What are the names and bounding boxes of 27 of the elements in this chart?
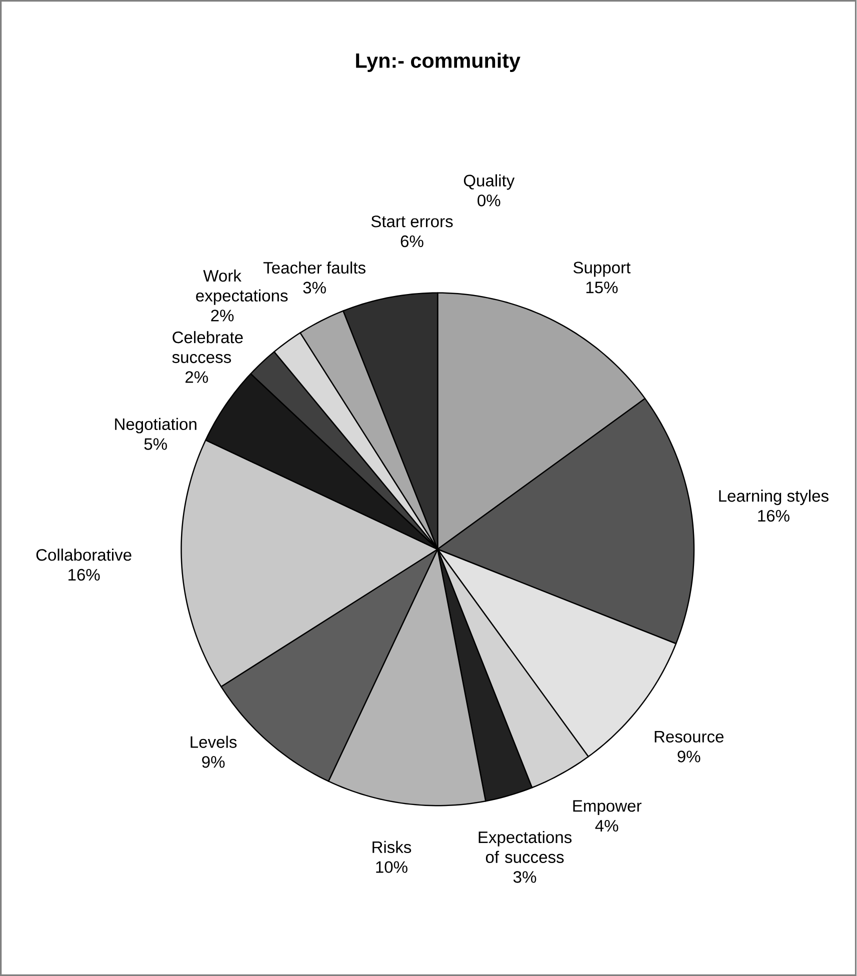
data-label: 5%	[144, 438, 168, 450]
slice-label: Expectations of success	[478, 830, 572, 863]
data-label: 16%	[68, 568, 100, 581]
category-label: Quality	[464, 174, 515, 190]
data-label: 6%	[401, 235, 424, 248]
data-label: 2%	[186, 371, 208, 383]
data-label: 3%	[303, 282, 326, 294]
slice-label: Start errors	[372, 216, 453, 228]
text: 0%	[478, 194, 500, 206]
slice-label: Resource	[655, 730, 724, 743]
slice-label: Empower	[573, 800, 642, 816]
data-label: 4%	[595, 820, 618, 832]
data-label: 10%	[376, 861, 408, 873]
slice-label: Risks	[372, 840, 412, 854]
slice-label: Learning styles	[719, 490, 829, 506]
data-label: 16%	[758, 510, 790, 522]
data-label: 2%	[211, 310, 234, 322]
slice-label: Levels	[190, 736, 237, 748]
slice-label: Celebrate success	[172, 331, 243, 364]
slice-label: Negotiation	[115, 418, 197, 434]
data-label: 3%	[514, 871, 536, 883]
data-label: 9%	[678, 750, 700, 762]
slice-label: Support	[574, 262, 631, 277]
data-label: 15%	[586, 282, 618, 294]
chart-title: Lyn:- community	[356, 52, 521, 72]
slice-label: Collaborative	[36, 548, 132, 561]
data-label: 9%	[202, 756, 225, 768]
